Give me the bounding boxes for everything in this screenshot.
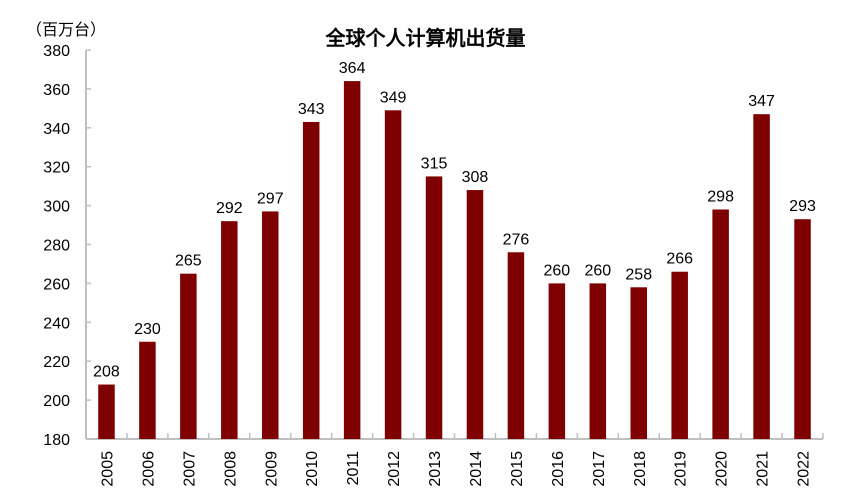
x-tick-label: 2012 (386, 451, 403, 487)
data-label: 258 (625, 266, 652, 283)
x-tick-label: 2007 (181, 451, 198, 487)
x-tick-label: 2013 (427, 451, 444, 487)
data-label: 230 (134, 321, 161, 338)
y-tick-label: 180 (43, 432, 70, 449)
x-tick-label: 2019 (673, 451, 690, 487)
bar (589, 283, 607, 439)
bar (262, 211, 279, 439)
data-label: 347 (748, 93, 775, 110)
data-label: 349 (380, 89, 407, 106)
data-label: 208 (93, 364, 120, 381)
y-tick-label: 260 (43, 276, 70, 293)
bar (794, 219, 811, 439)
y-tick-label: 300 (43, 199, 70, 216)
x-tick-label: 2015 (509, 451, 526, 487)
x-tick-label: 2009 (263, 451, 280, 487)
data-label: 293 (789, 198, 816, 215)
bar (548, 283, 566, 439)
data-label: 260 (584, 262, 611, 279)
bar (671, 271, 688, 439)
x-tick-label: 2021 (755, 451, 772, 487)
data-label: 364 (339, 60, 366, 77)
data-label: 308 (462, 169, 489, 186)
bar (221, 221, 238, 439)
bar (180, 273, 197, 439)
x-tick-label: 2017 (591, 451, 608, 487)
x-tick-label: 2016 (550, 451, 567, 487)
x-tick-label: 2011 (345, 451, 362, 486)
data-label: 343 (298, 101, 325, 118)
bar (466, 190, 484, 439)
y-axis-unit-label: （百万台） (26, 22, 107, 39)
bar (630, 287, 647, 439)
y-tick-label: 380 (43, 43, 70, 60)
y-tick-label: 340 (43, 121, 70, 138)
x-tick-label: 2005 (99, 451, 116, 487)
x-tick-label: 2010 (304, 451, 321, 487)
bar (98, 384, 115, 439)
data-label: 292 (216, 200, 243, 217)
data-label: 265 (175, 253, 202, 270)
bar (384, 110, 402, 440)
y-tick-label: 320 (43, 160, 70, 177)
bar (425, 176, 443, 440)
x-tick-label: 2014 (468, 451, 485, 487)
y-tick-label: 220 (43, 354, 70, 371)
bar (302, 121, 320, 439)
data-label: 276 (503, 231, 530, 248)
chart-title: 全球个人计算机出货量 (325, 28, 526, 50)
bar (139, 341, 156, 439)
data-label: 297 (257, 190, 284, 207)
y-tick-label: 240 (43, 315, 70, 332)
x-tick-label: 2006 (140, 451, 157, 487)
x-tick-label: 2022 (796, 451, 813, 487)
x-tick-label: 2018 (632, 451, 649, 487)
bar (343, 81, 361, 440)
bar (507, 252, 525, 439)
data-label: 298 (707, 188, 734, 205)
y-tick-label: 200 (43, 393, 70, 410)
data-label: 260 (544, 262, 571, 279)
x-tick-label: 2020 (714, 451, 731, 487)
y-tick-label: 280 (43, 238, 70, 255)
y-tick-label: 360 (43, 82, 70, 99)
data-label: 266 (666, 251, 693, 268)
x-tick-label: 2008 (222, 451, 239, 487)
bar (712, 209, 729, 439)
data-label: 315 (421, 155, 448, 172)
bar (753, 114, 770, 439)
